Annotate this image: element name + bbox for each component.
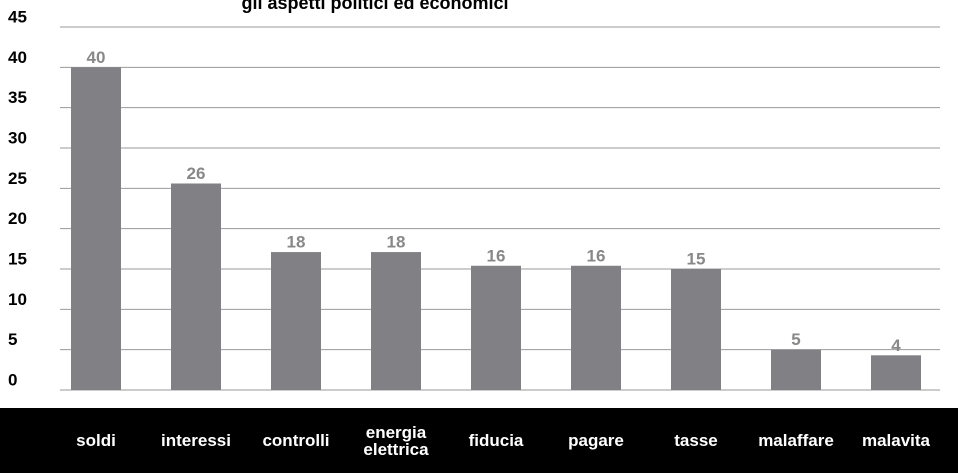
x-tick-label: interessi [161, 431, 231, 450]
y-tick-label: 10 [8, 290, 27, 309]
x-tick-label: soldi [76, 431, 116, 450]
y-tick-label: 20 [8, 209, 27, 228]
value-label: 18 [387, 233, 406, 252]
value-label: 40 [87, 48, 106, 67]
y-tick-label: 5 [8, 330, 17, 349]
y-tick-label: 0 [8, 370, 17, 389]
y-tick-label: 40 [8, 48, 27, 67]
value-label: 16 [487, 246, 506, 265]
x-tick-label: tasse [674, 431, 718, 450]
bar [71, 67, 121, 390]
value-label: 26 [187, 164, 206, 183]
bar [871, 355, 921, 390]
bar [171, 183, 221, 390]
bar [371, 252, 421, 390]
value-label: 4 [891, 336, 901, 355]
bar [471, 265, 521, 390]
value-label: 18 [287, 233, 306, 252]
bar [271, 252, 321, 390]
y-tick-label: 15 [8, 249, 27, 268]
x-tick-label: fiducia [468, 431, 524, 450]
bar [671, 269, 721, 390]
y-tick-label: 45 [8, 7, 27, 26]
bar [571, 265, 621, 390]
value-label: 5 [791, 330, 800, 349]
x-tick-label: malavita [861, 431, 931, 450]
value-label: 16 [587, 246, 606, 265]
x-tick-label: malaffare [758, 431, 834, 450]
chart-title: gli aspetti politici ed economici [241, 0, 508, 13]
chart: gli aspetti politici ed economici 0 5 10 15… [8, 0, 940, 391]
y-tick-label: 35 [8, 88, 27, 107]
x-tick-label: pagare [568, 431, 624, 450]
y-tick-label: 30 [8, 128, 27, 147]
x-tick-label: energia elettrica [363, 422, 429, 459]
category-band: soldi interessi controlli energia elettrica… [0, 408, 958, 473]
y-tick-label: 25 [8, 169, 27, 188]
value-label: 15 [687, 249, 706, 268]
x-tick-label: controlli [262, 431, 330, 450]
bar [771, 349, 821, 390]
